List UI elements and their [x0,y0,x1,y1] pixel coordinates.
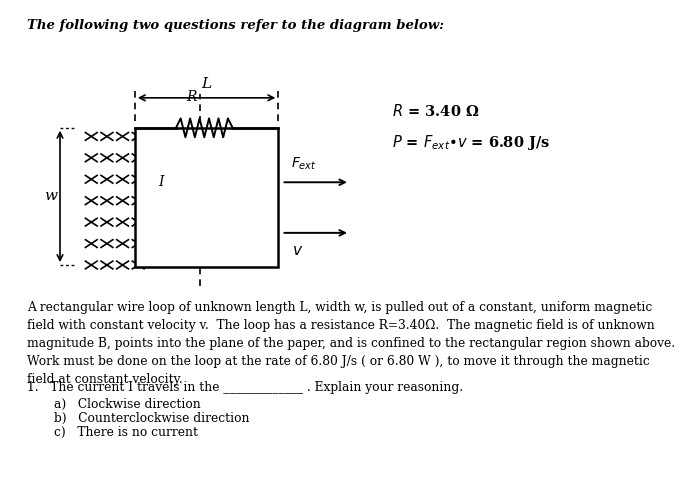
Bar [135,128,278,267]
Text: c)   There is no current: c) There is no current [53,426,197,439]
Text: $F_{ext}$: $F_{ext}$ [291,155,317,172]
Text: The following two questions refer to the diagram below:: The following two questions refer to the… [27,19,444,32]
Text: R: R [186,90,197,104]
Text: A rectangular wire loop of unknown length L, width w, is pulled out of a constan: A rectangular wire loop of unknown lengt… [27,302,675,386]
Text: $v$: $v$ [292,244,303,258]
Text: $R$ = 3.40 Ω: $R$ = 3.40 Ω [392,103,480,119]
Text: a)   Clockwise direction: a) Clockwise direction [53,398,200,411]
Text: I: I [158,175,164,189]
Text: 1.   The current I travels in the _____________ . Explain your reasoning.: 1. The current I travels in the ________… [27,381,463,394]
Text: $P$ = $F_{ext}$•$v$ = 6.80 J/s: $P$ = $F_{ext}$•$v$ = 6.80 J/s [392,133,550,152]
Text: b)   Counterclockwise direction: b) Counterclockwise direction [53,412,249,425]
Text: L: L [202,77,211,91]
Text: w: w [43,189,57,204]
